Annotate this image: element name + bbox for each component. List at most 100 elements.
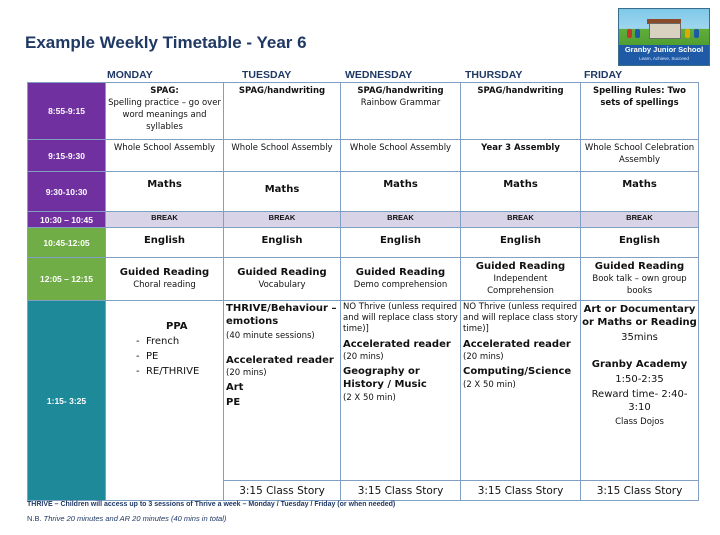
school-logo: Granby Junior School Learn, Achieve, Suc…: [618, 8, 710, 66]
lesson-title: Year 3 Assembly: [481, 143, 560, 153]
lesson-title: Guided Reading: [355, 267, 446, 278]
break-label: BREAK: [507, 213, 534, 222]
ppa-item: - PE: [136, 351, 159, 362]
break-label: BREAK: [268, 213, 296, 222]
lesson-title: Whole School Celebration Assembly: [584, 143, 695, 165]
day-header-monday: MONDAY: [107, 69, 153, 81]
lesson-detail: (20 mins): [226, 368, 267, 378]
logo-tagline: Learn, Achieve, Succeed: [639, 56, 689, 61]
break-cell: BREAK: [223, 211, 341, 228]
ppa-item: - RE/THRIVE: [136, 366, 200, 377]
nb-note-label: N.B.: [27, 514, 44, 523]
break-cell: BREAK: [340, 211, 461, 228]
break-cell: BREAK: [580, 211, 699, 228]
lesson-cell: Guided Reading Independent Comprehension: [460, 257, 581, 301]
lesson-detail: 1:50-2:35: [615, 374, 664, 385]
lesson-title: Maths: [622, 179, 657, 190]
time-slot: 9:15-9:30: [27, 139, 106, 172]
lesson-title: THRIVE/Behaviour – emotions: [226, 303, 337, 327]
time-slot: 10:45-12:05: [27, 227, 106, 258]
timetable-row: 10:30 – 10:45 BREAK BREAK BREAK BREAK BR…: [27, 211, 699, 228]
time-slot: 9:30-10:30: [27, 171, 106, 212]
story-cell: 3:15 Class Story: [223, 480, 341, 501]
logo-school-name: Granby Junior School: [624, 45, 704, 54]
timetable-row: 3:15 Class Story 3:15 Class Story 3:15 C…: [28, 480, 699, 501]
timetable-grid: 8:55-9:15 SPAG: Spelling practice – go o…: [27, 82, 699, 501]
lesson-detail: 35mins: [621, 332, 658, 343]
lesson-cell: Maths: [580, 171, 699, 212]
school-building-graphic: [649, 23, 681, 39]
lesson-cell: English: [223, 227, 341, 258]
lesson-cell: English: [460, 227, 581, 258]
nb-note-text: Thrive 20 minutes and AR 20 minutes (40 …: [43, 514, 227, 523]
lesson-title: Whole School Assembly: [113, 143, 216, 153]
timetable-row: 9:30-10:30 Maths Maths Maths Maths Maths: [27, 171, 699, 212]
lesson-cell: SPAG: Spelling practice – go over word m…: [105, 82, 224, 140]
story-cell: 3:15 Class Story: [580, 480, 699, 501]
lesson-cell: Guided Reading Vocabulary: [223, 257, 341, 301]
lesson-title: English: [499, 235, 542, 246]
lesson-detail: (2 X 50 min): [343, 393, 396, 403]
story-cell: 3:15 Class Story: [340, 480, 461, 501]
lesson-cell: Whole School Assembly: [223, 139, 341, 172]
time-slot: 1:15- 3:25: [27, 300, 106, 501]
pupil-figure: [627, 29, 632, 38]
lesson-title: Guided Reading: [594, 261, 685, 272]
lesson-cell: Spelling Rules: Two sets of spellings: [580, 82, 699, 140]
day-header-friday: FRIDAY: [584, 69, 623, 81]
lesson-cell: Whole School Assembly: [340, 139, 461, 172]
lesson-title: Granby Academy: [591, 359, 688, 370]
thrive-note-text: – Children will access up to 3 sessions …: [52, 501, 396, 508]
lesson-title: Maths: [264, 184, 300, 195]
ppa-block: PPA - French - PE - RE/THRIVE: [107, 302, 223, 380]
lesson-title: SPAG/handwriting: [238, 86, 326, 96]
nb-note: N.B. Thrive 20 minutes and AR 20 minutes…: [27, 514, 226, 523]
time-slot: 12:05 – 12:15: [27, 257, 106, 301]
lesson-detail: (20 mins): [343, 352, 384, 362]
class-story: 3:15 Class Story: [239, 485, 325, 497]
lesson-detail: Demo comprehension: [353, 280, 448, 290]
lesson-title: Guided Reading: [237, 267, 327, 278]
school-roof-graphic: [647, 19, 681, 24]
lesson-cell: NO Thrive (unless required and will repl…: [340, 300, 461, 481]
lesson-title: Whole School Assembly: [231, 143, 333, 153]
lesson-cell: Maths: [460, 171, 581, 212]
lesson-detail: Choral reading: [133, 280, 196, 290]
day-header-thursday: THURSDAY: [465, 69, 523, 81]
lesson-title: Maths: [147, 179, 182, 190]
lesson-cell: PPA - French - PE - RE/THRIVE: [105, 300, 224, 501]
logo-banner: Granby Junior School Learn, Achieve, Suc…: [619, 45, 709, 65]
lesson-detail: NO Thrive (unless required and will repl…: [463, 302, 578, 334]
pupil-figure: [694, 29, 699, 38]
lesson-title: Accelerated reader: [343, 339, 451, 350]
lesson-title: PE: [226, 397, 241, 408]
lesson-cell: SPAG/handwriting: [460, 82, 581, 140]
thrive-note-label: THRIVE: [27, 501, 53, 508]
lesson-title: SPAG/handwriting: [477, 86, 564, 96]
lesson-title: Geography or History / Music: [343, 366, 427, 390]
page-title: Example Weekly Timetable - Year 6: [25, 33, 307, 52]
lesson-cell: Art or Documentary or Maths or Reading 3…: [580, 300, 699, 481]
lesson-cell: Maths: [340, 171, 461, 212]
lesson-cell: Maths: [105, 171, 224, 212]
lesson-title: Accelerated reader: [226, 355, 334, 366]
lesson-cell: English: [580, 227, 699, 258]
break-label: BREAK: [387, 213, 414, 222]
ppa-title: PPA: [166, 321, 188, 332]
lesson-cell: Maths: [223, 171, 341, 212]
thrive-note: THRIVE – Children will access up to 3 se…: [27, 501, 395, 508]
lesson-detail: Reward time- 2:40-3:10: [591, 389, 688, 413]
lesson-title: Computing/Science: [463, 366, 572, 377]
timetable-row: 9:15-9:30 Whole School Assembly Whole Sc…: [27, 139, 699, 172]
lesson-cell: English: [340, 227, 461, 258]
lesson-cell: Whole School Celebration Assembly: [580, 139, 699, 172]
lesson-title: Art or Documentary or Maths or Reading: [582, 304, 697, 328]
lesson-cell: Guided Reading Choral reading: [105, 257, 224, 301]
break-label: BREAK: [626, 213, 653, 222]
lesson-title: English: [379, 235, 422, 246]
timetable-row: 8:55-9:15 SPAG: Spelling practice – go o…: [27, 82, 699, 140]
break-cell: BREAK: [105, 211, 224, 228]
lesson-cell: Guided Reading Book talk – own group boo…: [580, 257, 699, 301]
lesson-cell: SPAG/handwriting Rainbow Grammar: [340, 82, 461, 140]
break-cell: BREAK: [460, 211, 581, 228]
